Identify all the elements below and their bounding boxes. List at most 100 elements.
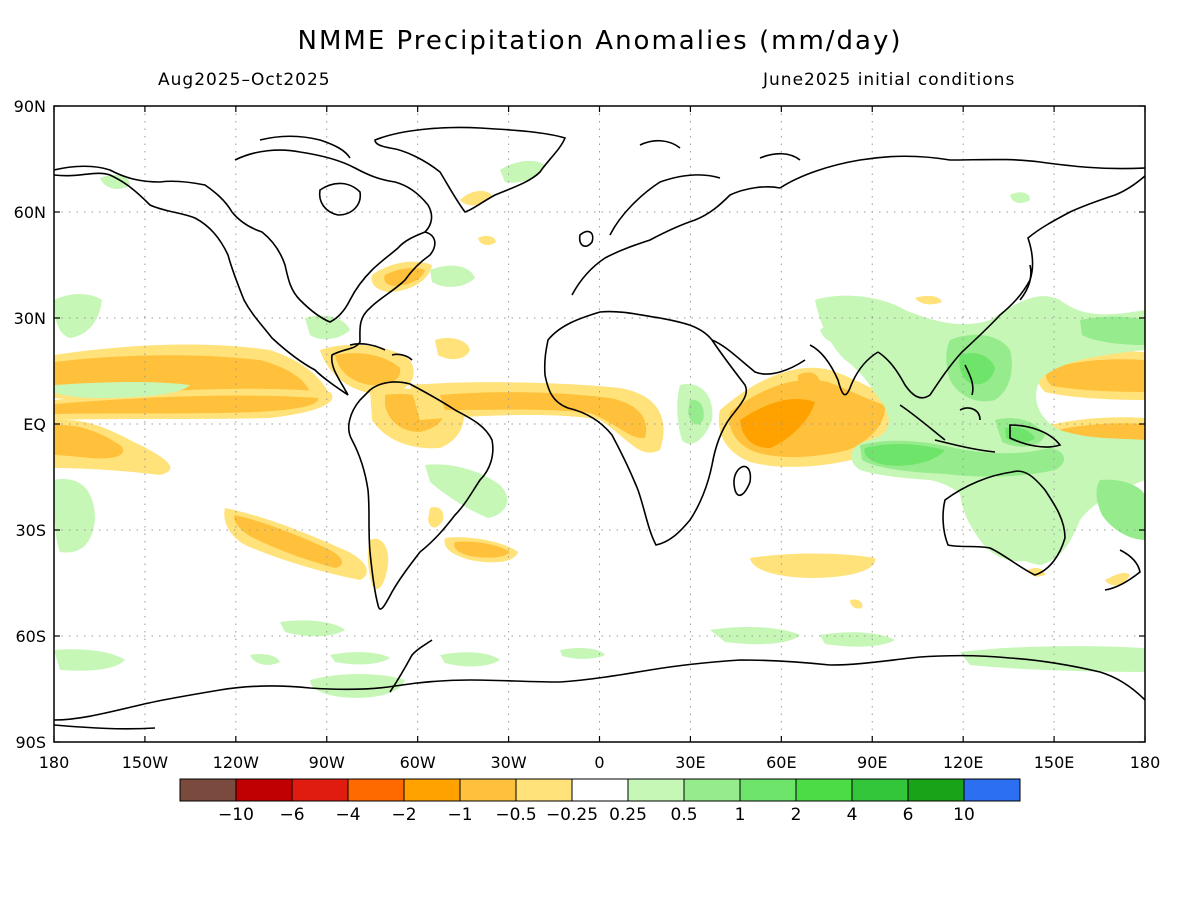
- colorbar-swatch: [403, 778, 461, 802]
- coastline-antarctica: [54, 724, 156, 730]
- wet-region: [54, 294, 102, 338]
- wet-region: [500, 160, 545, 183]
- coastline-africa: [543, 310, 748, 546]
- dry-region: [1046, 359, 1145, 392]
- wet-region: [425, 464, 508, 518]
- dry-region: [798, 372, 820, 392]
- coastline-maritime-continent: [959, 407, 981, 421]
- lon-tick-label: 30W: [490, 753, 526, 772]
- wet-region: [710, 627, 800, 645]
- wet-region: [54, 649, 125, 671]
- colorbar-label: −10: [218, 805, 254, 825]
- wet-region: [54, 381, 190, 398]
- colorbar-swatch: [347, 778, 405, 802]
- period-label: Aug2025–Oct2025: [158, 70, 331, 90]
- dry-region: [850, 599, 863, 609]
- lat-tick-label: EQ: [23, 415, 46, 434]
- coastline-asia: [877, 175, 1145, 399]
- lon-tick-label: 0: [594, 753, 604, 772]
- lon-tick-label: 120W: [213, 753, 260, 772]
- wet-region: [330, 652, 390, 665]
- colorbar-swatch: [627, 778, 685, 802]
- coastline-japan: [1019, 264, 1032, 301]
- coastline-new-zealand: [1104, 549, 1141, 591]
- lon-tick-label: 60W: [400, 753, 436, 772]
- coastlines: [54, 126, 1145, 730]
- coastline-caribbean: [349, 343, 386, 351]
- lon-tick-label: 180: [1130, 753, 1161, 772]
- colorbar-swatch: [515, 778, 573, 802]
- lat-tick-label: 30N: [14, 309, 46, 328]
- gridlines: [54, 106, 1145, 742]
- colorbar-swatch: [963, 778, 1021, 802]
- lat-tick-label: 60N: [14, 203, 46, 222]
- wet-region: [1010, 192, 1030, 203]
- wet-region: [960, 646, 1145, 672]
- init-label: June2025 initial conditions: [763, 70, 1016, 90]
- coastline-hudson-bay: [318, 182, 362, 216]
- wet-region: [959, 353, 995, 385]
- lon-tick-label: 150W: [122, 753, 169, 772]
- dry-region: [54, 395, 319, 414]
- coastline-new-guinea: [1009, 424, 1062, 448]
- coastline-madagascar: [733, 465, 752, 497]
- dry-region: [54, 424, 124, 459]
- lon-tick-label: 150E: [1034, 753, 1075, 772]
- lon-tick-label: 90W: [309, 753, 345, 772]
- wet-region: [54, 479, 95, 553]
- dry-region: [428, 507, 444, 528]
- coastline-arctic-islands: [259, 135, 351, 159]
- lon-tick-label: 180: [39, 753, 70, 772]
- colorbar-label: −4: [335, 805, 360, 825]
- wet-region: [305, 315, 350, 340]
- coastline-india: [809, 344, 879, 396]
- coastline-australia: [942, 470, 1066, 576]
- colorbar-swatch: [907, 778, 965, 802]
- colorbar-swatch: [235, 778, 293, 802]
- lat-tick-label: 30S: [15, 521, 46, 540]
- lon-tick-label: 90E: [857, 753, 887, 772]
- coastline-british-isles: [578, 230, 594, 247]
- lat-tick-label: 60S: [15, 627, 46, 646]
- colorbar-swatch: [851, 778, 909, 802]
- wet-region: [1096, 479, 1145, 540]
- coastline-philippines: [964, 364, 974, 396]
- coastline-scandinavia: [609, 173, 721, 236]
- colorbar-swatch: [459, 778, 517, 802]
- wet-region: [280, 620, 345, 637]
- dry-region: [335, 353, 401, 386]
- coastline-greenland: [374, 126, 567, 213]
- coastline-maritime-continent: [899, 404, 946, 441]
- coastline-siberia: [779, 155, 1145, 189]
- wet-region: [688, 399, 704, 425]
- colorbar-label: −1: [447, 805, 472, 825]
- wet-region: [560, 647, 605, 659]
- dry-region: [440, 392, 647, 439]
- wet-region: [430, 265, 475, 287]
- colorbar-label: −0.25: [546, 805, 598, 825]
- colorbar-swatch: [291, 778, 349, 802]
- wet-region: [815, 295, 1145, 565]
- colorbar-label: −0.5: [495, 805, 536, 825]
- anomaly-layer: [54, 160, 1145, 698]
- coastline-south-america: [348, 381, 494, 610]
- wet-region: [310, 674, 405, 698]
- lat-tick-label: 90S: [15, 733, 46, 752]
- colorbar-label: 10: [953, 805, 975, 825]
- colorbar-label: 0.5: [670, 805, 697, 825]
- dry-region: [740, 399, 815, 448]
- coastline-antarctic-peninsula: [389, 639, 433, 693]
- colorbar-swatch: [739, 778, 797, 802]
- wet-region: [959, 477, 1046, 562]
- lon-tick-label: 120E: [943, 753, 984, 772]
- dry-region: [435, 338, 470, 360]
- coastline-caribbean: [391, 353, 413, 361]
- coastline-arabia: [711, 339, 806, 375]
- wet-region: [100, 174, 130, 190]
- coastline-arctic-canada: [234, 149, 433, 233]
- coastline-europe: [571, 186, 781, 296]
- dry-region: [384, 267, 425, 286]
- wet-region: [250, 653, 280, 665]
- lon-tick-label: 60E: [766, 753, 796, 772]
